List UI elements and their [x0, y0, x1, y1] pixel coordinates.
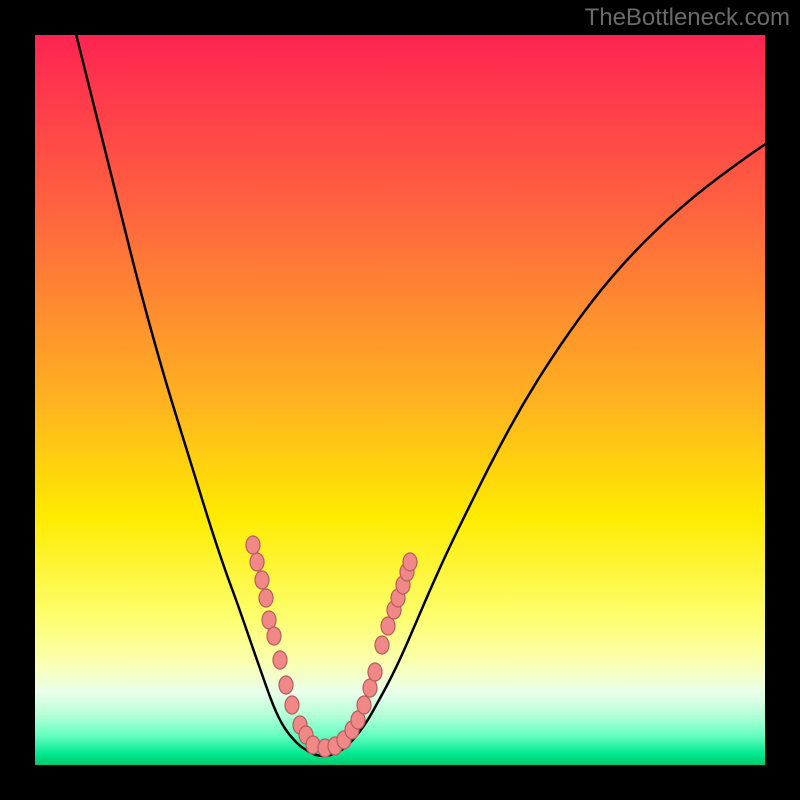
chart-plot-area — [35, 35, 765, 765]
curve-marker — [368, 663, 382, 681]
curve-marker — [250, 553, 264, 571]
curve-marker — [279, 676, 293, 694]
curve-marker — [381, 617, 395, 635]
curve-marker — [255, 571, 269, 589]
chart-container: TheBottleneck.com — [0, 0, 800, 800]
curve-marker — [267, 627, 281, 645]
curve-marker — [273, 651, 287, 669]
curve-marker — [357, 696, 371, 714]
curve-marker — [259, 589, 273, 607]
curve-marker — [285, 696, 299, 714]
curve-marker — [403, 553, 417, 571]
curve-marker — [246, 536, 260, 554]
curve-marker — [363, 679, 377, 697]
curve-marker — [262, 611, 276, 629]
watermark-text: TheBottleneck.com — [585, 4, 790, 32]
curve-marker — [375, 636, 389, 654]
bottleneck-chart — [0, 0, 800, 800]
